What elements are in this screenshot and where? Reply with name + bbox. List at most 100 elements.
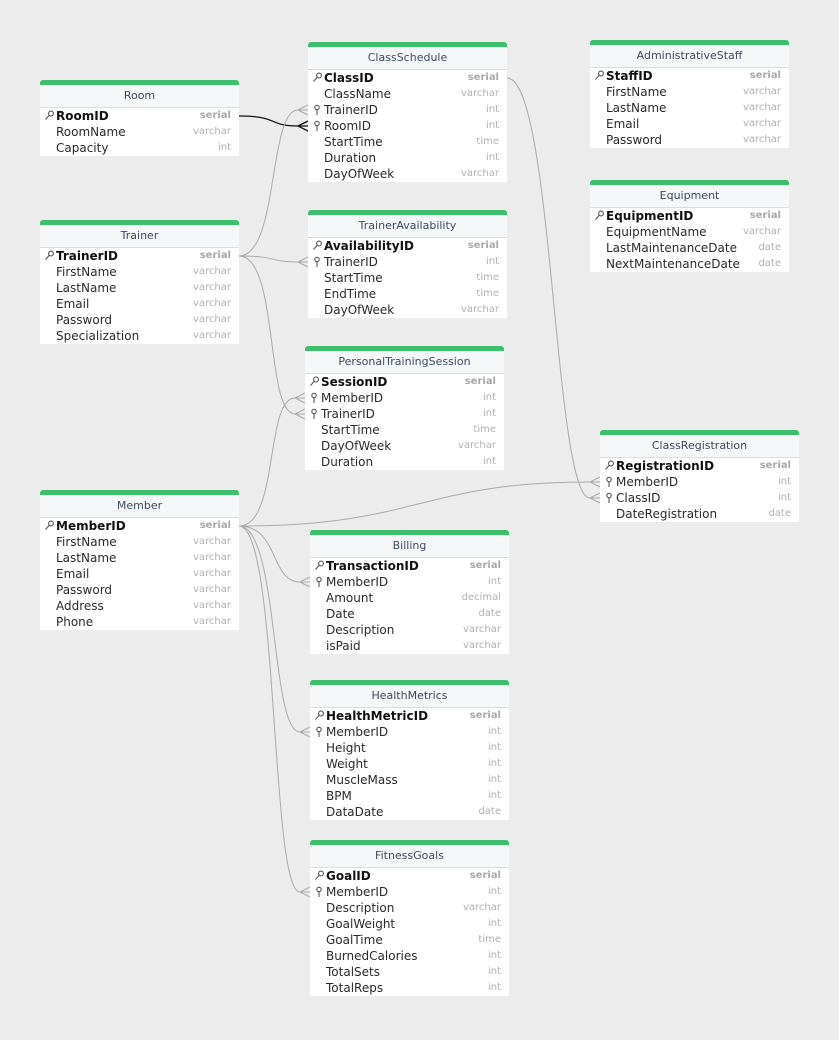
relationship-line[interactable] [238, 481, 600, 527]
field-row[interactable]: Phone varchar [40, 614, 239, 630]
field-row[interactable]: EquipmentName varchar [590, 224, 789, 240]
table-title[interactable]: AdministrativeStaff [590, 45, 789, 68]
table-title[interactable]: Trainer [40, 225, 239, 248]
field-row[interactable]: MuscleMass int [310, 772, 509, 788]
field-row[interactable]: ClassID int [600, 490, 799, 506]
table-title[interactable]: Member [40, 495, 239, 518]
field-row[interactable]: Height int [310, 740, 509, 756]
field-row[interactable]: Duration int [305, 454, 504, 470]
table-administrativestaff[interactable]: AdministrativeStaff StaffID serial FirstNam… [590, 40, 789, 148]
table-title[interactable]: Equipment [590, 185, 789, 208]
field-row[interactable]: Password varchar [40, 582, 239, 598]
table-title[interactable]: FitnessGoals [310, 845, 509, 868]
field-row[interactable]: Address varchar [40, 598, 239, 614]
relationship-line[interactable] [238, 115, 308, 127]
field-row[interactable]: GoalWeight int [310, 916, 509, 932]
field-row[interactable]: TotalReps int [310, 980, 509, 996]
field-row[interactable]: LastName varchar [590, 100, 789, 116]
table-classschedule[interactable]: ClassSchedule ClassID serial ClassName varch… [308, 42, 507, 182]
table-trainer[interactable]: Trainer TrainerID serial FirstName varchar La… [40, 220, 239, 344]
field-row[interactable]: MemberID serial [40, 518, 239, 534]
relationship-line[interactable] [506, 77, 600, 499]
field-row[interactable]: LastName varchar [40, 550, 239, 566]
field-row[interactable]: FirstName varchar [40, 264, 239, 280]
table-room[interactable]: Room RoomID serial RoomName varchar Capacity i… [40, 80, 239, 156]
table-title[interactable]: HealthMetrics [310, 685, 509, 708]
relationship-line[interactable] [238, 397, 305, 527]
field-row[interactable]: FirstName varchar [590, 84, 789, 100]
field-row[interactable]: MemberID int [310, 884, 509, 900]
relationship-line[interactable] [238, 255, 308, 263]
field-row[interactable]: DateRegistration date [600, 506, 799, 522]
field-row[interactable]: DataDate date [310, 804, 509, 820]
field-row[interactable]: Email varchar [590, 116, 789, 132]
field-row[interactable]: LastName varchar [40, 280, 239, 296]
table-title[interactable]: ClassSchedule [308, 47, 507, 70]
table-title[interactable]: TrainerAvailability [308, 215, 507, 238]
relationship-line[interactable] [238, 525, 310, 583]
field-row[interactable]: StartTime time [305, 422, 504, 438]
table-title[interactable]: Room [40, 85, 239, 108]
field-row[interactable]: EquipmentID serial [590, 208, 789, 224]
field-row[interactable]: RoomID int [308, 118, 507, 134]
field-row[interactable]: SessionID serial [305, 374, 504, 390]
field-row[interactable]: DayOfWeek varchar [305, 438, 504, 454]
field-row[interactable]: BPM int [310, 788, 509, 804]
field-row[interactable]: Email varchar [40, 296, 239, 312]
relationship-line[interactable] [238, 525, 310, 893]
field-row[interactable]: MemberID int [310, 574, 509, 590]
field-row[interactable]: MemberID int [600, 474, 799, 490]
field-row[interactable]: LastMaintenanceDate date [590, 240, 789, 256]
field-row[interactable]: TotalSets int [310, 964, 509, 980]
field-row[interactable]: TrainerID int [308, 102, 507, 118]
table-title[interactable]: PersonalTrainingSession [305, 351, 504, 374]
field-row[interactable]: StartTime time [308, 134, 507, 150]
table-billing[interactable]: Billing TransactionID serial MemberID int Amo… [310, 530, 509, 654]
field-row[interactable]: Date date [310, 606, 509, 622]
field-row[interactable]: Email varchar [40, 566, 239, 582]
field-row[interactable]: FirstName varchar [40, 534, 239, 550]
table-personaltrainingsession[interactable]: PersonalTrainingSession SessionID serial Me… [305, 346, 504, 470]
table-member[interactable]: Member MemberID serial FirstName varchar Last… [40, 490, 239, 630]
table-classregistration[interactable]: ClassRegistration RegistrationID serial Mem… [600, 430, 799, 522]
field-row[interactable]: Specialization varchar [40, 328, 239, 344]
relationship-line[interactable] [238, 525, 310, 733]
field-row[interactable]: TrainerID int [305, 406, 504, 422]
relationship-line[interactable] [238, 109, 308, 257]
table-healthmetrics[interactable]: HealthMetrics HealthMetricID serial MemberI… [310, 680, 509, 820]
table-fitnessgoals[interactable]: FitnessGoals GoalID serial MemberID int Descr… [310, 840, 509, 996]
field-row[interactable]: ClassName varchar [308, 86, 507, 102]
table-title[interactable]: ClassRegistration [600, 435, 799, 458]
field-row[interactable]: Capacity int [40, 140, 239, 156]
field-row[interactable]: HealthMetricID serial [310, 708, 509, 724]
field-row[interactable]: Weight int [310, 756, 509, 772]
field-row[interactable]: Amount decimal [310, 590, 509, 606]
field-row[interactable]: Password varchar [40, 312, 239, 328]
field-row[interactable]: Description varchar [310, 622, 509, 638]
field-row[interactable]: NextMaintenanceDate date [590, 256, 789, 272]
table-title[interactable]: Billing [310, 535, 509, 558]
field-row[interactable]: GoalID serial [310, 868, 509, 884]
field-row[interactable]: StartTime time [308, 270, 507, 286]
table-traineravailability[interactable]: TrainerAvailability AvailabilityID serial T… [308, 210, 507, 318]
field-row[interactable]: Password varchar [590, 132, 789, 148]
field-row[interactable]: GoalTime time [310, 932, 509, 948]
field-row[interactable]: RoomName varchar [40, 124, 239, 140]
field-row[interactable]: StaffID serial [590, 68, 789, 84]
field-row[interactable]: ClassID serial [308, 70, 507, 86]
field-row[interactable]: isPaid varchar [310, 638, 509, 654]
table-equipment[interactable]: Equipment EquipmentID serial EquipmentName v… [590, 180, 789, 272]
field-row[interactable]: MemberID int [305, 390, 504, 406]
field-row[interactable]: DayOfWeek varchar [308, 302, 507, 318]
field-row[interactable]: BurnedCalories int [310, 948, 509, 964]
field-row[interactable]: Description varchar [310, 900, 509, 916]
field-row[interactable]: TransactionID serial [310, 558, 509, 574]
field-row[interactable]: TrainerID serial [40, 248, 239, 264]
field-row[interactable]: TrainerID int [308, 254, 507, 270]
field-row[interactable]: RoomID serial [40, 108, 239, 124]
field-row[interactable]: DayOfWeek varchar [308, 166, 507, 182]
field-row[interactable]: Duration int [308, 150, 507, 166]
field-row[interactable]: RegistrationID serial [600, 458, 799, 474]
field-row[interactable]: EndTime time [308, 286, 507, 302]
